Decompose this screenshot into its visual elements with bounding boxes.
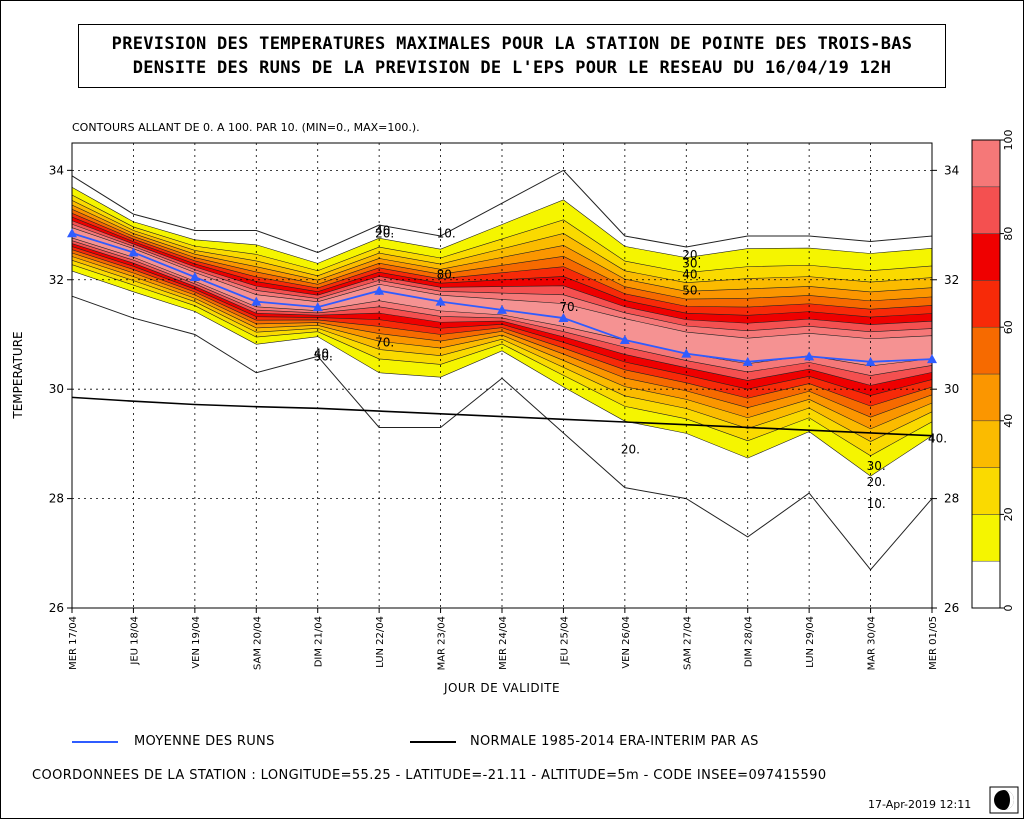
mean-point bbox=[497, 304, 507, 314]
x-tick-label: LUN 22/04 bbox=[375, 616, 386, 668]
normal-line bbox=[71, 396, 933, 437]
x-tick-label: SAM 27/04 bbox=[682, 616, 693, 670]
colorbar-tick-label: 60 bbox=[1002, 320, 1015, 334]
y-tick-label-right: 32 bbox=[944, 273, 959, 287]
y-tick-label-left: 34 bbox=[49, 163, 64, 177]
colorbar-frame bbox=[971, 139, 1001, 609]
mean-point bbox=[558, 313, 569, 323]
colorbar: 0 20 40 60 80 100 bbox=[971, 130, 1015, 612]
colorbar-segment bbox=[971, 139, 1001, 188]
contour-label: 30. bbox=[682, 256, 701, 270]
colorbar-tick-label: 100 bbox=[1002, 130, 1015, 151]
y-tick-label-right: 34 bbox=[944, 163, 959, 177]
x-tick-label: VEN 26/04 bbox=[621, 616, 632, 669]
mean-point bbox=[251, 296, 262, 306]
timestamp: 17-Apr-2019 12:11 bbox=[868, 798, 972, 811]
contour-label: 40. bbox=[928, 431, 947, 445]
mean-point bbox=[927, 354, 937, 364]
contour-label: 20. bbox=[682, 248, 701, 262]
y-tick-label-left: 32 bbox=[49, 273, 64, 287]
y-tick-label-left: 26 bbox=[49, 601, 64, 615]
colorbar-tick-label: 80 bbox=[1002, 227, 1015, 241]
contour-label: 30. bbox=[867, 459, 886, 473]
colorbar-segment bbox=[971, 186, 1001, 234]
plot-area: 26 26 28 28 30 30 32 32 34 34 MER 17/04 JEU 18/04 VE… bbox=[11, 142, 959, 695]
colorbar-segment bbox=[971, 233, 1001, 281]
colorbar-tick-label: 0 bbox=[1002, 605, 1015, 612]
mean-point bbox=[128, 247, 139, 257]
meteo-logo-icon bbox=[989, 786, 1019, 814]
y-tick-label-left: 28 bbox=[49, 492, 64, 506]
contour-label: 40. bbox=[682, 267, 701, 281]
station-coordinates: COORDONNEES DE LA STATION : LONGITUDE=55… bbox=[32, 768, 827, 783]
x-tick-label: MER 17/04 bbox=[68, 616, 79, 670]
x-axis-title: JOUR DE VALIDITE bbox=[443, 681, 560, 695]
mean-point bbox=[435, 296, 446, 306]
mean-point bbox=[312, 302, 323, 312]
colorbar-segment bbox=[971, 514, 1001, 562]
colorbar-tick-label: 40 bbox=[1002, 414, 1015, 428]
x-tick-label: MER 24/04 bbox=[498, 616, 509, 670]
contour-label: 50. bbox=[314, 349, 333, 363]
chart-title-line1: PREVISION DES TEMPERATURES MAXIMALES POU… bbox=[111, 34, 913, 54]
colorbar-segment bbox=[971, 420, 1001, 468]
chart-title-line2: DENSITE DES RUNS DE LA PREVISION DE L'EP… bbox=[132, 58, 892, 78]
mean-point bbox=[67, 228, 77, 238]
contour-label: 20. bbox=[867, 475, 886, 489]
contour-label: 40. bbox=[375, 224, 394, 238]
colorbar-segment bbox=[971, 326, 1001, 375]
mean-point bbox=[619, 334, 630, 344]
contour-label: 10. bbox=[867, 497, 886, 511]
colorbar-segment bbox=[971, 373, 1001, 422]
contour-label: 20. bbox=[621, 442, 640, 456]
contour-label: 10. bbox=[437, 226, 456, 240]
mean-point bbox=[804, 351, 815, 361]
x-tick-label: MAR 30/04 bbox=[867, 616, 878, 670]
y-axis-title: TEMPERATURE bbox=[11, 331, 25, 419]
x-tick-label: LUN 29/04 bbox=[805, 616, 816, 668]
y-tick-label-right: 30 bbox=[944, 382, 959, 396]
contour-label: 50. bbox=[682, 284, 701, 298]
x-tick-label: MER 01/05 bbox=[928, 616, 939, 670]
colorbar-segment bbox=[971, 560, 1001, 609]
mean-point bbox=[374, 285, 385, 295]
y-tick-label-right: 28 bbox=[944, 492, 959, 506]
contour-label: 70. bbox=[375, 336, 394, 350]
y-tick-label-right: 26 bbox=[944, 601, 959, 615]
contour-label: 20. bbox=[375, 226, 394, 240]
mean-point bbox=[742, 356, 753, 366]
contour-note: CONTOURS ALLANT DE 0. A 100. PAR 10. (MI… bbox=[72, 121, 420, 134]
x-tick-label: DIM 28/04 bbox=[744, 616, 755, 667]
contour-label: 40. bbox=[314, 347, 333, 361]
contour-label: 70. bbox=[559, 300, 578, 314]
x-tick-label: MAR 23/04 bbox=[437, 616, 448, 670]
legend-mean-label: MOYENNE DES RUNS bbox=[134, 734, 275, 749]
x-tick-label: VEN 19/04 bbox=[191, 616, 202, 669]
x-tick-label: JEU 25/04 bbox=[559, 616, 570, 666]
y-tick-label-left: 30 bbox=[49, 382, 64, 396]
colorbar-segment bbox=[971, 280, 1001, 328]
title-box: PREVISION DES TEMPERATURES MAXIMALES POU… bbox=[78, 24, 946, 88]
colorbar-tick-label: 20 bbox=[1002, 507, 1015, 521]
mean-point bbox=[189, 272, 200, 282]
x-tick-label: DIM 21/04 bbox=[314, 616, 325, 667]
colorbar-segment bbox=[971, 467, 1001, 515]
contour-label: 80. bbox=[437, 267, 456, 281]
legend-normal-label: NORMALE 1985-2014 ERA-INTERIM PAR AS bbox=[470, 734, 759, 749]
mean-point bbox=[865, 356, 876, 366]
x-tick-label: SAM 20/04 bbox=[252, 616, 263, 670]
x-tick-label: JEU 18/04 bbox=[129, 616, 140, 666]
mean-point bbox=[681, 348, 692, 358]
